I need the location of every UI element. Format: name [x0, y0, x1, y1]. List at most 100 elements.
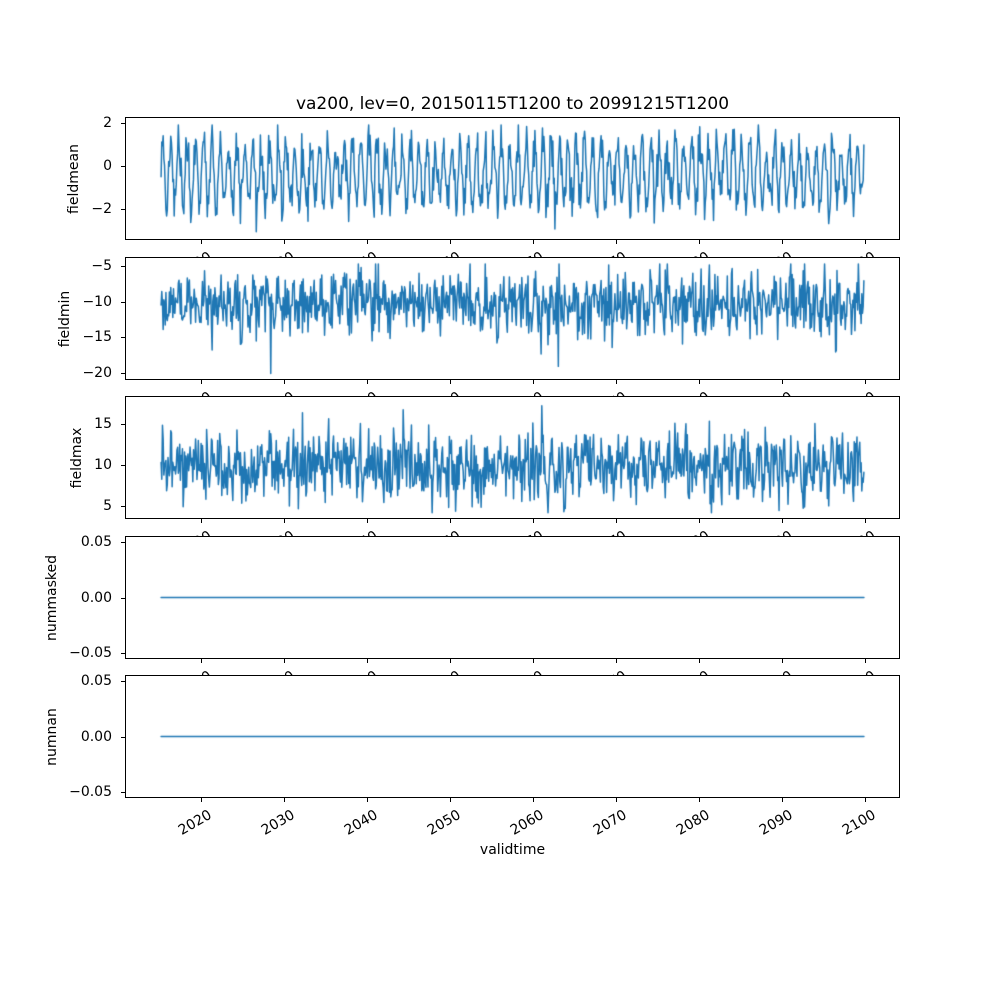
xtick-mark	[616, 519, 618, 523]
xtick-mark	[699, 240, 701, 244]
xtick-mark	[367, 240, 369, 244]
xtick-mark	[865, 798, 867, 802]
xtick-mark	[699, 380, 701, 384]
y-axis-label-nummasked: nummasked	[44, 554, 61, 641]
ytick-mark	[121, 423, 125, 425]
xtick-mark	[533, 659, 535, 663]
ytick-mark	[121, 123, 125, 125]
xtick-mark	[616, 380, 618, 384]
xtick-mark	[865, 659, 867, 663]
xtick-mark	[533, 380, 535, 384]
xtick-label: 2080	[673, 807, 713, 839]
ytick-label: −2	[91, 201, 112, 218]
xtick-mark	[699, 519, 701, 523]
xtick-label: 2030	[258, 807, 298, 839]
series-line-canvas	[126, 118, 899, 239]
xtick-mark	[450, 519, 452, 523]
xtick-mark	[533, 798, 535, 802]
ytick-label: −5	[91, 257, 112, 274]
xtick-mark	[616, 240, 618, 244]
xtick-mark	[284, 798, 286, 802]
xtick-mark	[533, 240, 535, 244]
ytick-label: −15	[82, 329, 112, 346]
xtick-mark	[782, 519, 784, 523]
ytick-label: 15	[94, 415, 112, 432]
ytick-label: 2	[103, 115, 112, 132]
xtick-label: 2090	[756, 807, 796, 839]
xtick-mark	[616, 798, 618, 802]
xtick-mark	[865, 519, 867, 523]
xtick-mark	[533, 519, 535, 523]
y-axis-label-fieldmin: fieldmin	[57, 290, 74, 347]
xtick-mark	[699, 798, 701, 802]
xtick-mark	[284, 240, 286, 244]
xtick-mark	[782, 659, 784, 663]
xtick-label: 2100	[839, 807, 879, 839]
xtick-mark	[450, 659, 452, 663]
xtick-label: 2040	[341, 807, 381, 839]
ytick-label: 10	[94, 456, 112, 473]
xtick-label: 2020	[175, 807, 215, 839]
ytick-label: 5	[103, 497, 112, 514]
ytick-mark	[121, 542, 125, 544]
ytick-mark	[121, 652, 125, 654]
ytick-mark	[121, 265, 125, 267]
series-line-canvas	[126, 397, 899, 518]
ytick-label: −20	[82, 364, 112, 381]
xtick-mark	[782, 798, 784, 802]
xtick-mark	[865, 240, 867, 244]
ytick-mark	[121, 464, 125, 466]
subplot-axes-fieldmean	[125, 117, 900, 240]
xtick-mark	[367, 659, 369, 663]
ytick-mark	[121, 337, 125, 339]
xtick-mark	[699, 659, 701, 663]
subplot-axes-numnan	[125, 675, 900, 798]
xtick-mark	[450, 240, 452, 244]
ytick-label: 0.05	[80, 534, 112, 551]
xtick-mark	[782, 380, 784, 384]
xtick-mark	[367, 798, 369, 802]
series-line-canvas	[126, 537, 899, 658]
xtick-mark	[367, 519, 369, 523]
xtick-label: 2050	[424, 807, 464, 839]
xtick-mark	[782, 240, 784, 244]
chart-title: va200, lev=0, 20150115T1200 to 20991215T…	[295, 94, 730, 114]
ytick-label: 0.05	[80, 673, 112, 690]
subplot-axes-fieldmin	[125, 257, 900, 380]
ytick-mark	[121, 597, 125, 599]
ytick-mark	[121, 166, 125, 168]
ytick-mark	[121, 209, 125, 211]
ytick-label: −0.05	[69, 783, 112, 800]
ytick-mark	[121, 736, 125, 738]
y-axis-label-numnan: numnan	[44, 707, 61, 766]
xtick-mark	[367, 380, 369, 384]
xtick-mark	[284, 659, 286, 663]
xtick-mark	[616, 659, 618, 663]
xtick-mark	[201, 519, 203, 523]
ytick-mark	[121, 681, 125, 683]
ytick-mark	[121, 505, 125, 507]
xtick-label: 2070	[590, 807, 630, 839]
ytick-mark	[121, 372, 125, 374]
xtick-mark	[450, 380, 452, 384]
xtick-label: 2060	[507, 807, 547, 839]
x-axis-label: validtime	[479, 842, 546, 858]
series-line-canvas	[126, 676, 899, 797]
ytick-mark	[121, 791, 125, 793]
ytick-label: 0	[103, 158, 112, 175]
ytick-label: 0.00	[80, 728, 112, 745]
ytick-label: −10	[82, 293, 112, 310]
series-line-canvas	[126, 258, 899, 379]
ytick-mark	[121, 301, 125, 303]
xtick-mark	[201, 240, 203, 244]
y-axis-label-fieldmean: fieldmean	[66, 143, 83, 214]
ytick-label: 0.00	[80, 589, 112, 606]
y-axis-label-fieldmax: fieldmax	[69, 427, 86, 488]
xtick-mark	[284, 380, 286, 384]
xtick-mark	[450, 798, 452, 802]
xtick-mark	[865, 380, 867, 384]
subplot-axes-nummasked	[125, 536, 900, 659]
ytick-label: −0.05	[69, 644, 112, 661]
xtick-mark	[284, 519, 286, 523]
